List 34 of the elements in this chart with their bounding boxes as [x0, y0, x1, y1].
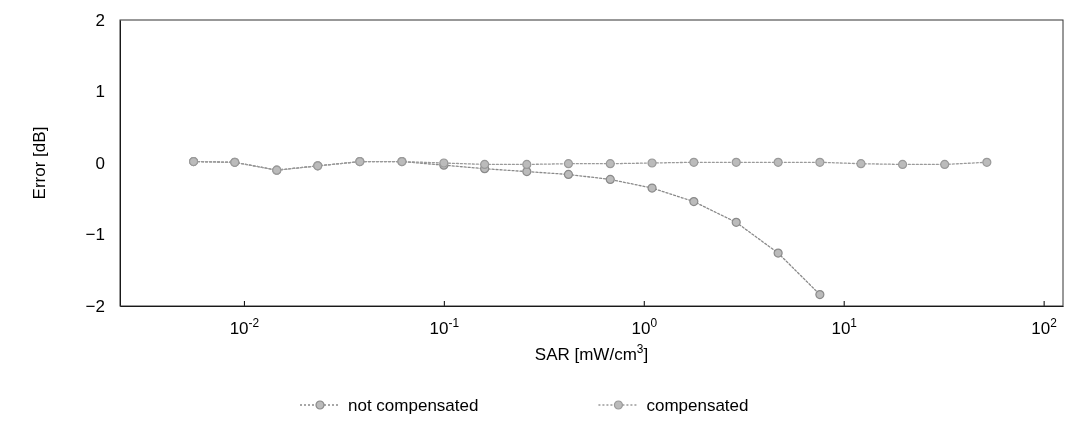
legend-label: not compensated: [348, 396, 479, 415]
x-axis-title: SAR [mW/cm$^{3}$]: [534, 342, 649, 364]
point: [731, 157, 741, 167]
point: [940, 159, 950, 170]
legend-label: compensated: [646, 396, 749, 415]
y-tick-label: −1: [85, 225, 105, 245]
point: [815, 157, 825, 167]
point: [563, 159, 574, 169]
y-tick-label: 1: [95, 82, 105, 102]
point: [605, 174, 615, 185]
point: [689, 197, 699, 207]
point: [773, 248, 783, 258]
x-tick-label: 10$^{-2}$: [229, 316, 260, 338]
y-tick-label: −2: [85, 296, 105, 316]
point: [647, 183, 657, 193]
point: [773, 157, 783, 167]
point: [856, 159, 866, 169]
point: [563, 169, 574, 180]
x-tick-label: 10$^{2}$: [1031, 316, 1058, 338]
point: [647, 158, 657, 168]
point: [897, 159, 908, 170]
x-tick-label: 10$^{1}$: [831, 316, 858, 338]
point: [480, 159, 490, 170]
point: [689, 157, 699, 167]
point: [605, 159, 615, 169]
point: [731, 217, 741, 227]
y-tick-label: 0: [95, 153, 105, 173]
point: [522, 159, 532, 170]
x-tick-label: 10$^{-1}$: [429, 316, 460, 338]
point: [982, 157, 992, 167]
x-tick-label: 10$^{0}$: [631, 316, 658, 338]
y-tick-label: 2: [95, 10, 105, 30]
point: [815, 289, 825, 300]
y-axis-title: Error [dB]: [30, 126, 49, 200]
